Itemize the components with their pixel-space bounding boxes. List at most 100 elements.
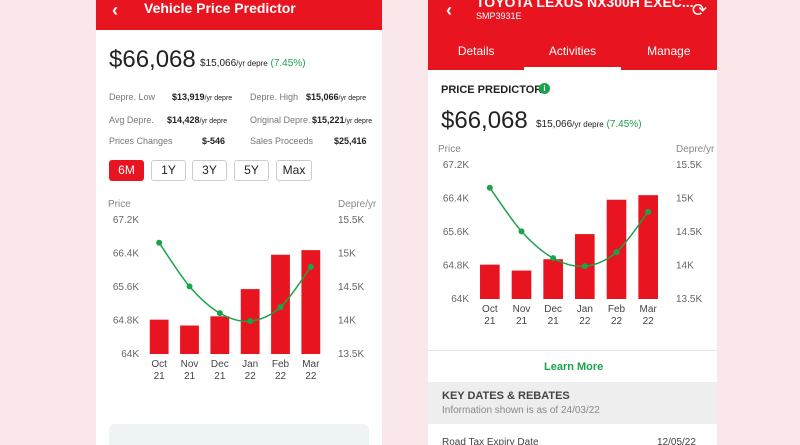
range-1y-button[interactable]: 1Y [151,160,186,181]
x-tick-month: Dec [544,304,562,315]
x-tick-year: 21 [154,371,166,382]
stat-unit: /yr depre [199,118,228,125]
y-tick-label: 67.2K [443,160,469,171]
x-tick-year: 22 [579,316,591,327]
predicted-price: $66,068 [109,46,196,73]
y2-tick-label: 13.5K [338,349,364,360]
stat-amount: $13,919 [172,92,205,102]
price-bar [638,195,658,299]
stat-unit: /yr depre [344,118,373,125]
right-phone-screen: ‹ TOYOTA LEXUS NX300H EXEC... SMP3931E ⟳… [428,0,717,445]
depre-line [489,187,649,268]
key-dates-header: KEY DATES & REBATES Information shown is… [428,382,717,424]
depre-point [186,283,193,290]
range-3y-button[interactable]: 3Y [192,160,227,181]
stat-label: Sales Proceeds [250,136,314,146]
depre-point [307,263,314,270]
price-bar [543,259,563,299]
learn-more-link[interactable]: Learn More [544,361,604,373]
y-tick-label: 64.8K [113,316,139,327]
depre-point [518,228,525,235]
tab-activities[interactable]: Activities [524,37,621,70]
y2-tick-label: 13.5K [676,294,702,305]
stat-amount: $-546 [202,136,226,146]
road-tax-value: 12/05/22 [657,437,696,445]
stat-label: Depre. Low [109,92,156,102]
price-bar [149,319,169,354]
info-icon[interactable]: i [539,83,550,94]
stat-unit: /yr depre [338,95,367,102]
depre-point [613,249,620,256]
tab-details[interactable]: Details [457,44,495,58]
back-arrow-icon[interactable]: ‹ [446,0,452,20]
depre-value: $15,066 [200,58,237,69]
x-tick-month: Nov [181,359,199,370]
tab-bar: Details Activities Manage [428,37,717,70]
page-title: Vehicle Price Predictor [144,0,296,16]
stat-value: $13,919/yr depre [172,92,232,102]
x-tick-year: 22 [245,371,257,382]
left-phone-screen: ‹ Vehicle Price Predictor $66,068 $15,06… [96,0,382,445]
y-tick-label: 64K [121,349,139,360]
stat-label: Prices Changes [109,136,173,146]
y2-tick-label: 15K [676,194,694,205]
section-title: PRICE PREDICTOR [441,84,543,96]
info-card [109,424,369,445]
stat-value: $14,428/yr depre [167,115,227,125]
x-tick-year: 21 [214,371,226,382]
range-6m-button[interactable]: 6M [109,160,144,181]
y-tick-label: 67.2K [113,215,139,226]
price-depre-summary: $15,066/yr depre (7.45%) [200,58,306,69]
depre-percent: (7.45%) [270,58,306,69]
depre-point [550,255,557,262]
app-header: ‹ Vehicle Price Predictor [96,0,382,30]
x-tick-month: Mar [302,359,320,370]
y-tick-label: 66.4K [113,249,139,260]
stat-label: Depre. High [250,92,299,102]
y-tick-label: 66.4K [443,194,469,205]
depre-point [156,239,163,246]
stat-value: $15,066/yr depre [306,92,366,102]
y2-tick-label: 14.5K [338,282,364,293]
tab-manage[interactable]: Manage [647,44,691,58]
y-axis-title: Price [438,144,461,155]
y2-tick-label: 15.5K [676,160,702,171]
price-bar [480,264,500,299]
back-arrow-icon[interactable]: ‹ [112,0,118,20]
predicted-price: $66,068 [441,107,528,134]
x-tick-month: Oct [482,304,498,315]
road-tax-label: Road Tax Expiry Date [442,437,539,445]
depre-unit: /yr depre [236,59,268,68]
y-tick-label: 64K [451,294,469,305]
stat-amount: $14,428 [167,115,200,125]
x-tick-year: 21 [516,316,528,327]
depre-value: $15,066 [536,119,573,130]
y2-tick-label: 15.5K [338,215,364,226]
stat-amount: $15,066 [306,92,339,102]
price-bar [511,270,532,299]
price-chart: Price Depre/yr 67.2K 66.4K 65.6K 64.8K 64K 15.5… [108,199,377,382]
y2-tick-label: 14K [338,316,356,327]
range-max-button[interactable]: Max [276,160,312,181]
depre-point [216,310,223,317]
stat-label: Avg Depre. [109,115,154,125]
range-5y-button[interactable]: 5Y [234,160,269,181]
x-tick-year: 21 [484,316,496,327]
y2-tick-label: 15K [338,249,356,260]
x-tick-year: 22 [643,316,655,327]
stat-value: $-546 [202,136,225,146]
depre-percent: (7.45%) [606,119,642,130]
price-chart: Price Depre/yr 67.2K 66.4K 65.6K 64.8K 64K 15.5… [438,144,715,327]
depre-point [486,184,493,191]
stat-value: $15,221/yr depre [312,115,372,125]
app-header: ‹ TOYOTA LEXUS NX300H EXEC... SMP3931E ⟳… [428,0,717,70]
depre-point [277,304,284,311]
key-dates-title: KEY DATES & REBATES [442,390,570,402]
depre-unit: /yr depre [572,120,604,129]
stat-amount: $15,221 [312,115,345,125]
refresh-icon[interactable]: ⟳ [691,0,707,20]
stat-value: $25,416 [334,136,367,146]
stat-label: Original Depre. [250,115,311,125]
y-tick-label: 64.8K [443,261,469,272]
y2-axis-title: Depre/yr [676,144,715,155]
